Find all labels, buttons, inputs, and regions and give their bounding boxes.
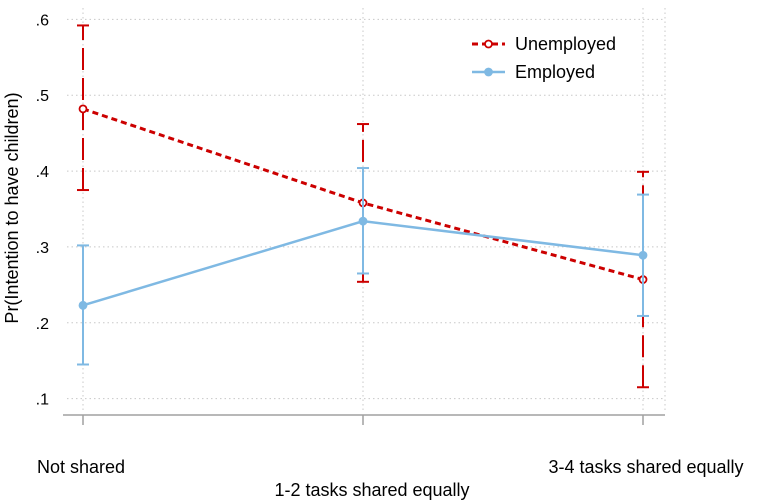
y-tick-label: .4 bbox=[36, 164, 49, 181]
x-tick-label: 1-2 tasks shared equally bbox=[274, 480, 469, 500]
y-axis-label: Pr(Intention to have children) bbox=[2, 92, 22, 323]
y-tick-label: .6 bbox=[36, 12, 49, 29]
data-point bbox=[358, 216, 368, 226]
grid-lines bbox=[67, 8, 666, 410]
legend: Unemployed Employed bbox=[472, 34, 616, 82]
x-tick-label: 3-4 tasks shared equally bbox=[548, 457, 743, 477]
x-axis: Not shared 1-2 tasks shared equally 3-4 ta… bbox=[37, 414, 744, 500]
x-tick-label: Not shared bbox=[37, 457, 125, 477]
y-axis: .1 .2 .3 .4 .5 .6 bbox=[36, 12, 49, 408]
legend-label: Employed bbox=[515, 62, 595, 82]
y-tick-label: .3 bbox=[36, 240, 49, 257]
legend-marker bbox=[484, 39, 493, 49]
series-layer bbox=[77, 24, 649, 389]
series-employed bbox=[77, 167, 649, 366]
legend-marker bbox=[484, 67, 493, 77]
legend-label: Unemployed bbox=[515, 34, 616, 54]
y-tick-label: .5 bbox=[36, 88, 49, 105]
y-tick-label: .2 bbox=[36, 316, 49, 333]
data-point bbox=[638, 250, 648, 260]
data-point bbox=[78, 104, 88, 114]
y-tick-label: .1 bbox=[36, 392, 49, 409]
data-point bbox=[78, 300, 88, 310]
